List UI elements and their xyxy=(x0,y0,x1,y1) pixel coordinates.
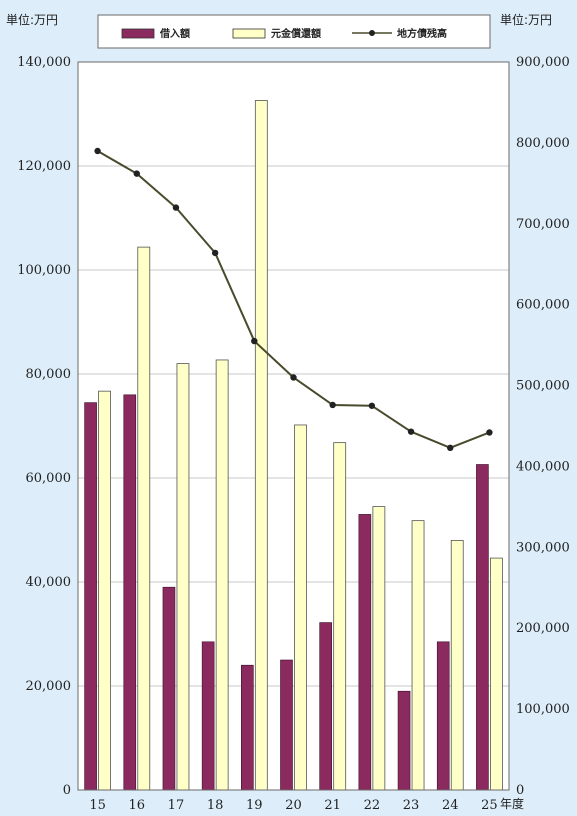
balance-point xyxy=(211,249,219,257)
legend-label-borrowing: 借入額 xyxy=(159,27,190,40)
bar-borrowing xyxy=(319,622,332,791)
right-tick-label: 700,000 xyxy=(516,217,570,232)
plot-frame xyxy=(77,61,510,791)
left-tick-label: 100,000 xyxy=(17,263,71,278)
bar-borrowing xyxy=(123,394,137,791)
left-tick-label: 40,000 xyxy=(26,575,72,590)
x-tick-label: 15 xyxy=(89,798,106,813)
bar-borrowing xyxy=(280,659,293,791)
balance-point xyxy=(94,147,101,155)
bar-borrowing xyxy=(436,641,450,791)
left-tick-label: 120,000 xyxy=(17,159,71,174)
bar-repayment xyxy=(333,442,347,791)
x-tick-label: 18 xyxy=(207,798,224,813)
legend-label-repayment: 元金償還額 xyxy=(271,27,321,40)
left-tick-label: 20,000 xyxy=(26,679,72,694)
right-tick-label: 400,000 xyxy=(516,459,570,474)
bar-borrowing xyxy=(358,514,372,791)
left-tick-label: 60,000 xyxy=(26,471,72,486)
bar-repayment xyxy=(176,363,190,791)
right-tick-label: 300,000 xyxy=(516,540,570,555)
balance-point xyxy=(133,170,140,177)
legend-label-balance: 地方債残高 xyxy=(397,27,447,40)
balance-point xyxy=(447,444,454,452)
bar-repayment xyxy=(411,520,425,791)
x-tick-label: 25 xyxy=(481,798,498,813)
bar-repayment xyxy=(254,100,268,791)
bar-borrowing xyxy=(162,586,176,791)
right-tick-label: 800,000 xyxy=(516,136,570,151)
legend-swatch-repayment xyxy=(232,28,266,39)
x-tick-label: 21 xyxy=(324,798,341,813)
balance-point xyxy=(368,402,376,409)
bar-repayment xyxy=(215,359,229,791)
balance-point xyxy=(329,401,336,409)
left-axis-unit: 単位:万円 xyxy=(6,12,58,27)
bar-repayment xyxy=(490,557,503,791)
x-tick-label: 19 xyxy=(246,798,263,813)
x-tick-label: 16 xyxy=(128,798,145,813)
right-tick-label: 500,000 xyxy=(516,379,570,394)
legend-marker-balance xyxy=(369,30,375,36)
balance-line xyxy=(94,147,493,452)
right-tick-label: 900,000 xyxy=(516,55,570,70)
left-tick-label: 80,000 xyxy=(26,367,72,382)
x-axis-ticks: 15 16 17 18 19 20 21 22 23 24 25 xyxy=(89,798,497,813)
x-tick-label: 20 xyxy=(285,798,302,813)
legend-swatch-borrowing xyxy=(121,28,155,39)
bar-repayment xyxy=(137,246,151,791)
bar-borrowing xyxy=(84,402,97,791)
x-tick-label: 24 xyxy=(442,798,459,813)
right-tick-label: 0 xyxy=(516,783,524,798)
legend: 借入額 元金償還額 地方債残高 xyxy=(97,14,491,49)
right-axis-ticks: 0 100,000 200,000 300,000 400,000 500,000 600,… xyxy=(516,55,570,798)
right-tick-label: 600,000 xyxy=(516,298,570,313)
bar-repayment xyxy=(98,390,111,791)
balance-point xyxy=(407,428,415,435)
bar-borrowing xyxy=(201,641,215,791)
x-tick-label: 17 xyxy=(168,798,185,813)
x-axis-label: 年度 xyxy=(500,796,524,811)
x-tick-label: 22 xyxy=(364,798,381,813)
x-tick-label: 23 xyxy=(403,798,420,813)
right-axis-unit: 単位:万円 xyxy=(500,12,552,27)
bar-borrowing xyxy=(476,464,489,791)
left-axis-ticks: 0 20,000 40,000 60,000 80,000 100,000 120,000 1… xyxy=(17,55,71,798)
balance-point xyxy=(172,204,180,211)
left-tick-label: 0 xyxy=(63,783,71,798)
balance-point xyxy=(290,374,297,381)
bar-repayment xyxy=(372,506,386,791)
right-tick-label: 200,000 xyxy=(516,621,570,636)
left-tick-label: 140,000 xyxy=(17,55,71,70)
bars xyxy=(84,100,503,791)
bar-repayment xyxy=(294,424,307,791)
bar-repayment xyxy=(450,540,464,791)
balance-point xyxy=(486,429,493,436)
balance-point xyxy=(251,337,258,345)
right-tick-label: 100,000 xyxy=(516,702,570,717)
legend-box xyxy=(97,14,491,49)
bar-borrowing xyxy=(397,690,411,791)
bar-borrowing xyxy=(241,664,254,791)
